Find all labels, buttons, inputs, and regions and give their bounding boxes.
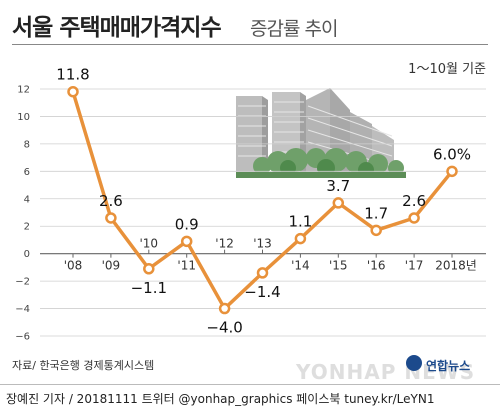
x-tick-label: '09 (102, 259, 121, 273)
data-label: −1.4 (244, 283, 280, 301)
chart-title: 서울 주택매매가격지수 (12, 15, 222, 41)
y-tick-label: 6 (24, 167, 30, 178)
chart-subtitle: 증감률 추이 (250, 18, 338, 40)
x-tick-label: '10 (140, 237, 159, 251)
data-point (143, 263, 155, 275)
data-label: −1.1 (131, 279, 167, 297)
data-point (408, 212, 420, 224)
data-labels: 11.8 2.6 −1.1 0.9 −4.0−1.4 1.1 3.7 1.7 2.6 6.0% (56, 66, 471, 337)
y-tick-label: 10 (17, 112, 30, 123)
apartment-illustration (236, 88, 406, 178)
x-axis-ticks: '08 '09 '10 '11 '12 '13 '14 '15 '16 '17 2018년 (64, 237, 477, 273)
x-tick-label: '08 (64, 259, 83, 273)
y-axis-ticks: 12 10 8 6 4 2 0 −2 −4 −6 (15, 85, 30, 343)
logo-text: 연합뉴스 (426, 359, 471, 373)
footer-bar: 장예진 기자 / 20181111 트위터 @yonhap_graphics 페… (0, 384, 500, 409)
logo-icon (406, 355, 422, 371)
y-tick-label: 8 (24, 139, 30, 150)
grid (40, 88, 486, 337)
data-label: 1.1 (288, 213, 312, 231)
data-point (370, 224, 382, 237)
x-tick-label: '11 (177, 259, 196, 273)
credit-line: 장예진 기자 / 20181111 트위터 @yonhap_graphics 페… (6, 392, 435, 406)
period-note: 1～10월 기준 (408, 62, 486, 77)
data-label: 1.7 (364, 204, 388, 222)
data-label: 6.0% (433, 145, 471, 163)
data-point (180, 235, 193, 248)
y-tick-label: −4 (15, 304, 30, 315)
data-point (105, 212, 117, 224)
data-label: 0.9 (175, 215, 199, 233)
y-tick-label: 12 (17, 85, 30, 96)
data-point (256, 267, 269, 279)
data-label: −4.0 (206, 319, 242, 337)
y-tick-label: 2 (24, 222, 30, 233)
x-tick-label: '14 (291, 259, 310, 273)
x-tick-label: '12 (215, 237, 234, 251)
x-tick-label: 2018년 (435, 259, 477, 273)
watermark-text: YONHAP NEWS (296, 360, 476, 384)
data-label: 11.8 (56, 66, 89, 84)
x-tick-label: '15 (329, 259, 348, 273)
data-point (332, 197, 345, 209)
data-point (218, 302, 231, 315)
x-tick-label: '16 (367, 259, 386, 273)
data-label: 2.6 (402, 192, 426, 210)
data-label: 3.7 (326, 177, 350, 195)
x-tick-label: '17 (405, 259, 424, 273)
x-tick-label: '13 (253, 237, 272, 251)
y-tick-label: 4 (24, 194, 30, 205)
data-point (67, 85, 79, 98)
y-tick-label: −2 (15, 277, 30, 288)
series-points (67, 85, 458, 315)
data-point (294, 232, 307, 245)
y-tick-label: 0 (24, 249, 30, 260)
data-point (446, 165, 458, 178)
title-divider (12, 44, 488, 45)
source-note: 자료/ 한국은행 경제통계시스템 (12, 359, 155, 372)
y-tick-label: −6 (15, 332, 30, 343)
yonhap-logo: 연합뉴스 (396, 353, 490, 381)
data-label: 2.6 (99, 192, 123, 210)
